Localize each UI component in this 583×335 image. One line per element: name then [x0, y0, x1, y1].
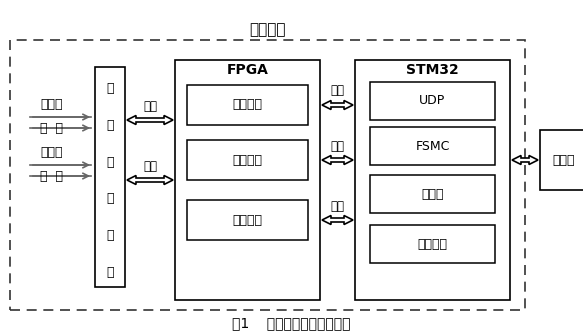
Text: 外部中断: 外部中断 — [417, 238, 448, 251]
Bar — [187, 85, 308, 125]
Bar — [175, 60, 320, 300]
Text: 信: 信 — [106, 82, 114, 95]
Polygon shape — [127, 176, 173, 185]
Text: 控制: 控制 — [331, 84, 345, 97]
Text: 数据缓存: 数据缓存 — [233, 213, 262, 226]
Text: 路: 路 — [106, 266, 114, 278]
Text: 采集控制: 采集控制 — [233, 153, 262, 166]
Bar — [10, 40, 525, 310]
Text: FSMC: FSMC — [415, 139, 449, 152]
Text: UDP: UDP — [419, 94, 445, 108]
Text: 集: 集 — [106, 192, 114, 205]
Text: FPGA: FPGA — [227, 63, 268, 77]
Polygon shape — [322, 215, 353, 224]
Polygon shape — [512, 155, 538, 164]
Bar — [355, 60, 510, 300]
Bar — [370, 175, 495, 213]
Text: STM32: STM32 — [406, 63, 459, 77]
Bar — [540, 130, 583, 190]
Text: ：  ：: ： ： — [40, 170, 64, 183]
Polygon shape — [127, 116, 173, 125]
Bar — [370, 225, 495, 263]
Bar — [95, 67, 125, 287]
Text: 数据: 数据 — [143, 159, 157, 173]
Text: 图1    目标信号采集板结构图: 图1 目标信号采集板结构图 — [232, 316, 350, 330]
Text: 模拟量: 模拟量 — [41, 98, 63, 112]
Polygon shape — [322, 155, 353, 164]
Polygon shape — [322, 100, 353, 110]
Text: 号: 号 — [106, 119, 114, 132]
Text: 控制: 控制 — [143, 99, 157, 113]
Bar — [187, 140, 308, 180]
Text: 数据: 数据 — [331, 200, 345, 212]
Text: 定时器: 定时器 — [422, 188, 444, 201]
Bar — [187, 200, 308, 240]
Text: 地址: 地址 — [331, 139, 345, 152]
Text: 地址译码: 地址译码 — [233, 98, 262, 112]
Text: 上位机: 上位机 — [553, 153, 575, 166]
Text: 数字量: 数字量 — [41, 146, 63, 159]
Text: 采集部分: 采集部分 — [250, 22, 286, 38]
Text: ：  ：: ： ： — [40, 122, 64, 134]
Bar — [370, 127, 495, 165]
Text: 采: 采 — [106, 156, 114, 169]
Bar — [370, 82, 495, 120]
Text: 电: 电 — [106, 229, 114, 242]
